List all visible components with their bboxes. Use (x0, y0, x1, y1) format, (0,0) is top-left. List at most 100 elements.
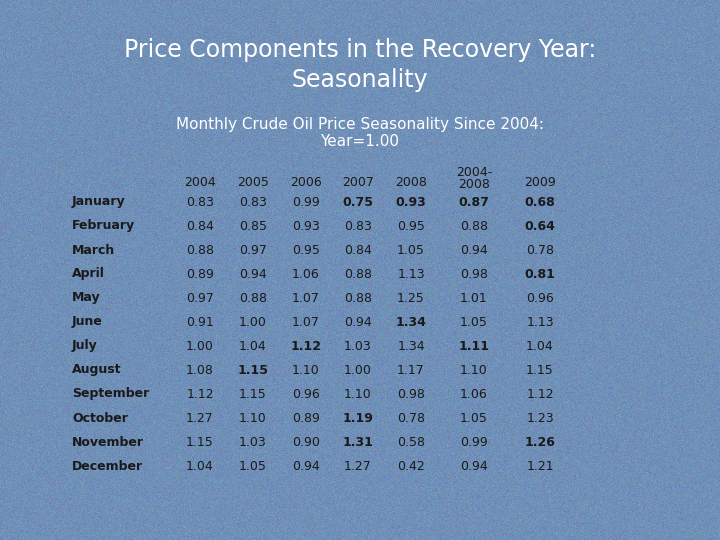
Text: 2004: 2004 (184, 176, 216, 188)
Text: November: November (72, 435, 144, 449)
Text: 0.94: 0.94 (292, 460, 320, 472)
Text: 0.99: 0.99 (292, 195, 320, 208)
Text: 1.25: 1.25 (397, 292, 425, 305)
Text: 1.21: 1.21 (526, 460, 554, 472)
Text: 1.00: 1.00 (239, 315, 267, 328)
Text: 0.93: 0.93 (395, 195, 426, 208)
Text: 0.94: 0.94 (460, 244, 488, 256)
Text: 0.83: 0.83 (186, 195, 214, 208)
Text: 1.12: 1.12 (290, 340, 322, 353)
Text: 0.88: 0.88 (239, 292, 267, 305)
Text: 1.07: 1.07 (292, 315, 320, 328)
Text: Year=1.00: Year=1.00 (320, 134, 400, 150)
Text: 1.08: 1.08 (186, 363, 214, 376)
Text: 2009: 2009 (524, 176, 556, 188)
Text: 1.15: 1.15 (186, 435, 214, 449)
Text: 1.05: 1.05 (239, 460, 267, 472)
Text: January: January (72, 195, 125, 208)
Text: 1.27: 1.27 (344, 460, 372, 472)
Text: 1.00: 1.00 (186, 340, 214, 353)
Text: 1.15: 1.15 (526, 363, 554, 376)
Text: 1.05: 1.05 (397, 244, 425, 256)
Text: 1.10: 1.10 (292, 363, 320, 376)
Text: 0.97: 0.97 (239, 244, 267, 256)
Text: 0.88: 0.88 (460, 219, 488, 233)
Text: 0.88: 0.88 (344, 267, 372, 280)
Text: 0.42: 0.42 (397, 460, 425, 472)
Text: 0.99: 0.99 (460, 435, 488, 449)
Text: 0.94: 0.94 (344, 315, 372, 328)
Text: 0.68: 0.68 (525, 195, 555, 208)
Text: 1.03: 1.03 (239, 435, 267, 449)
Text: 0.83: 0.83 (239, 195, 267, 208)
Text: July: July (72, 340, 98, 353)
Text: 1.10: 1.10 (239, 411, 267, 424)
Text: August: August (72, 363, 122, 376)
Text: 1.00: 1.00 (344, 363, 372, 376)
Text: 0.75: 0.75 (343, 195, 374, 208)
Text: 1.23: 1.23 (526, 411, 554, 424)
Text: 0.58: 0.58 (397, 435, 425, 449)
Text: Price Components in the Recovery Year:: Price Components in the Recovery Year: (124, 38, 596, 62)
Text: June: June (72, 315, 103, 328)
Text: 1.34: 1.34 (397, 340, 425, 353)
Text: 1.04: 1.04 (239, 340, 267, 353)
Text: 0.98: 0.98 (460, 267, 488, 280)
Text: 0.93: 0.93 (292, 219, 320, 233)
Text: 0.91: 0.91 (186, 315, 214, 328)
Text: December: December (72, 460, 143, 472)
Text: 1.03: 1.03 (344, 340, 372, 353)
Text: 1.06: 1.06 (292, 267, 320, 280)
Text: 1.13: 1.13 (526, 315, 554, 328)
Text: 1.10: 1.10 (344, 388, 372, 401)
Text: 0.84: 0.84 (344, 244, 372, 256)
Text: 1.11: 1.11 (459, 340, 490, 353)
Text: 0.83: 0.83 (344, 219, 372, 233)
Text: 1.06: 1.06 (460, 388, 488, 401)
Text: 0.98: 0.98 (397, 388, 425, 401)
Text: 0.89: 0.89 (186, 267, 214, 280)
Text: 0.95: 0.95 (292, 244, 320, 256)
Text: 2008: 2008 (395, 176, 427, 188)
Text: 0.81: 0.81 (525, 267, 555, 280)
Text: 1.19: 1.19 (343, 411, 374, 424)
Text: 0.96: 0.96 (526, 292, 554, 305)
Text: 1.15: 1.15 (239, 388, 267, 401)
Text: 0.94: 0.94 (239, 267, 267, 280)
Text: 0.89: 0.89 (292, 411, 320, 424)
Text: 2008: 2008 (458, 179, 490, 192)
Text: 1.27: 1.27 (186, 411, 214, 424)
Text: 1.13: 1.13 (397, 267, 425, 280)
Text: 1.07: 1.07 (292, 292, 320, 305)
Text: 1.05: 1.05 (460, 411, 488, 424)
Text: 1.15: 1.15 (238, 363, 269, 376)
Text: Seasonality: Seasonality (292, 68, 428, 92)
Text: 1.17: 1.17 (397, 363, 425, 376)
Text: 2007: 2007 (342, 176, 374, 188)
Text: April: April (72, 267, 105, 280)
Text: 0.94: 0.94 (460, 460, 488, 472)
Text: 0.88: 0.88 (344, 292, 372, 305)
Text: 0.64: 0.64 (525, 219, 555, 233)
Text: 1.12: 1.12 (526, 388, 554, 401)
Text: 1.04: 1.04 (526, 340, 554, 353)
Text: October: October (72, 411, 128, 424)
Text: May: May (72, 292, 101, 305)
Text: 0.84: 0.84 (186, 219, 214, 233)
Text: 1.01: 1.01 (460, 292, 488, 305)
Text: March: March (72, 244, 115, 256)
Text: 0.78: 0.78 (397, 411, 425, 424)
Text: 0.90: 0.90 (292, 435, 320, 449)
Text: 2004-: 2004- (456, 165, 492, 179)
Text: 0.78: 0.78 (526, 244, 554, 256)
Text: Monthly Crude Oil Price Seasonality Since 2004:: Monthly Crude Oil Price Seasonality Sinc… (176, 118, 544, 132)
Text: 0.97: 0.97 (186, 292, 214, 305)
Text: 1.31: 1.31 (343, 435, 374, 449)
Text: 1.10: 1.10 (460, 363, 488, 376)
Text: 2006: 2006 (290, 176, 322, 188)
Text: 0.95: 0.95 (397, 219, 425, 233)
Text: 2005: 2005 (237, 176, 269, 188)
Text: 0.87: 0.87 (459, 195, 490, 208)
Text: 1.05: 1.05 (460, 315, 488, 328)
Text: February: February (72, 219, 135, 233)
